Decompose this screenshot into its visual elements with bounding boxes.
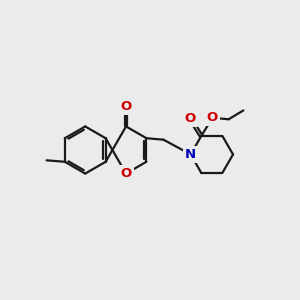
Text: O: O xyxy=(120,167,132,180)
Text: O: O xyxy=(207,111,218,124)
Text: O: O xyxy=(184,112,196,125)
Text: O: O xyxy=(120,100,132,113)
Text: N: N xyxy=(185,148,196,161)
